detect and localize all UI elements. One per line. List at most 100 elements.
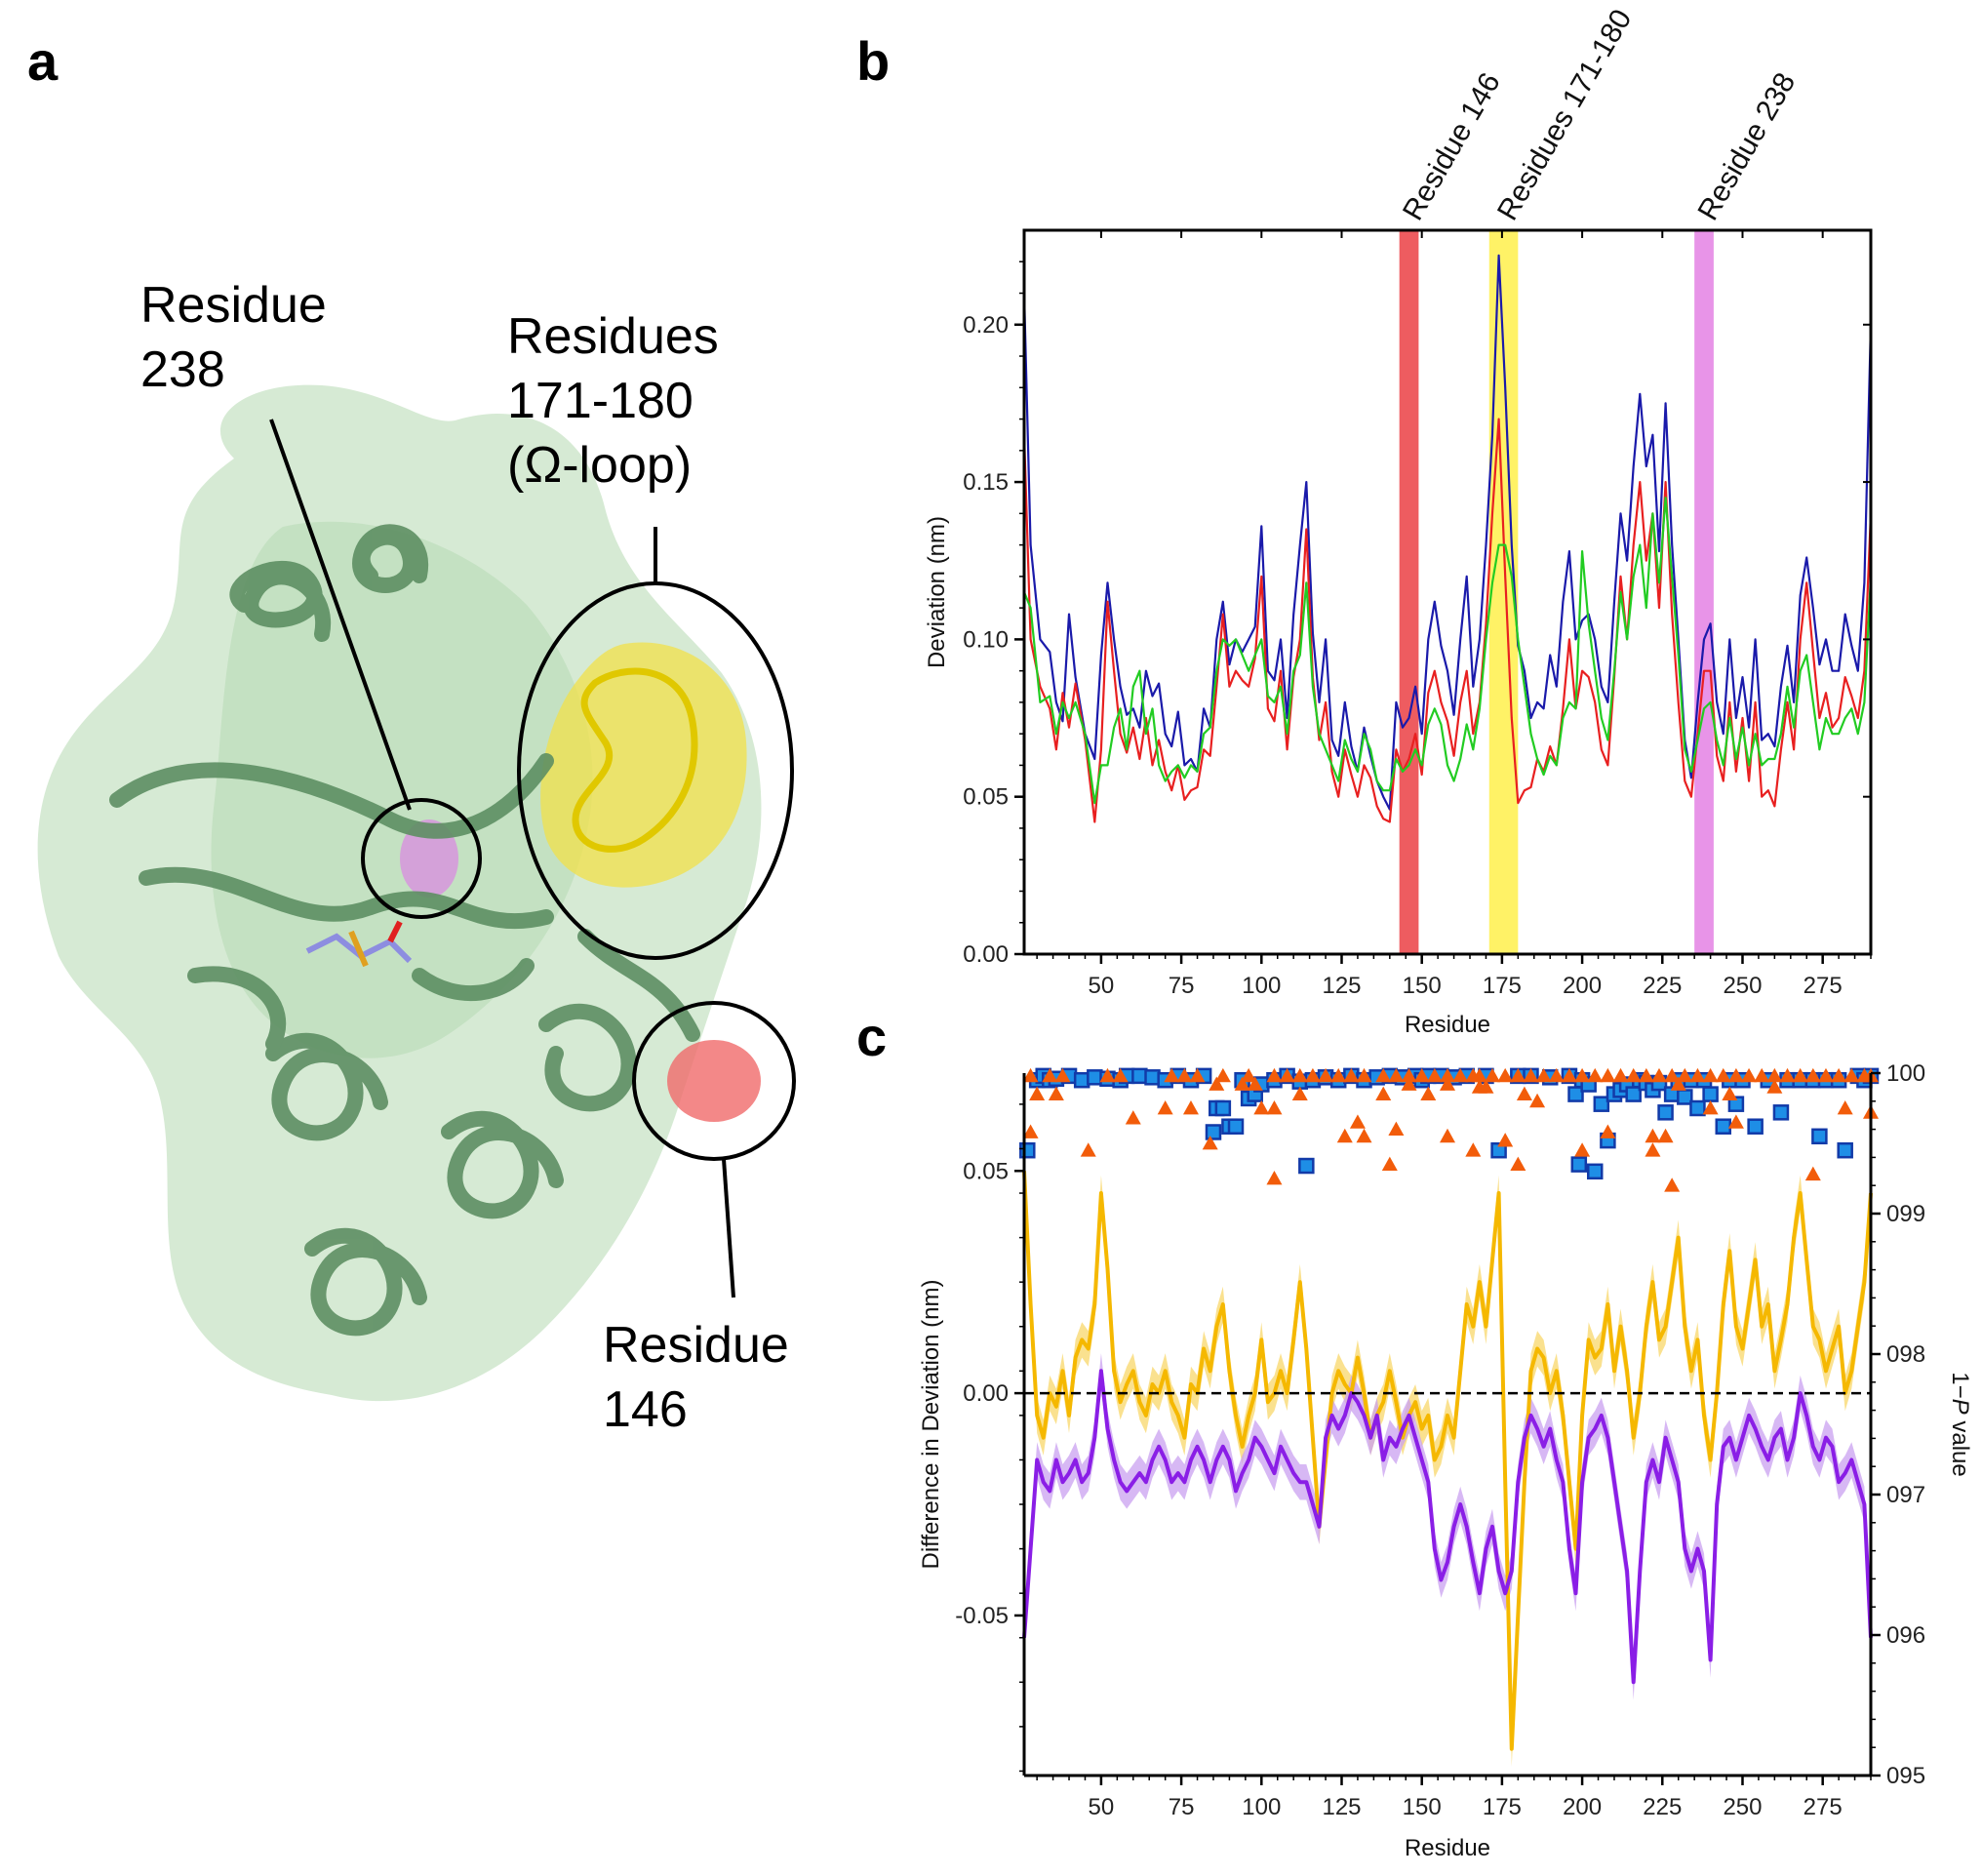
triangle-marker: [1766, 1067, 1783, 1083]
deviation-chart: 50 75 100 125 150 175 200 225 250 275 0.00 0.05 0.10…: [924, 4, 1873, 1038]
triangle-marker: [1247, 1076, 1263, 1091]
triangle-marker: [1279, 1067, 1295, 1083]
omega-label-line3: (Ω-loop): [507, 437, 692, 494]
triangle-marker: [1125, 1110, 1141, 1125]
triangle-marker: [1318, 1067, 1334, 1083]
y-tick-label: 0.05: [963, 784, 1009, 811]
triangle-marker: [1304, 1067, 1321, 1083]
panel-label-b: b: [856, 30, 890, 92]
square-marker: [1227, 1118, 1245, 1135]
square-marker: [1019, 1141, 1036, 1159]
square-marker: [1772, 1104, 1790, 1121]
triangle-marker: [1356, 1067, 1372, 1083]
x-tick-label: 200: [1563, 973, 1602, 999]
triangle-marker: [1664, 1067, 1681, 1083]
triangle-marker: [1401, 1076, 1417, 1091]
square-marker: [1205, 1124, 1222, 1140]
triangle-marker: [1253, 1100, 1270, 1115]
triangle-marker: [1804, 1166, 1821, 1181]
triangle-marker: [1804, 1067, 1821, 1083]
x-tick-label: 75: [1169, 973, 1195, 999]
res146-surface: [667, 1040, 761, 1122]
triangle-marker: [1670, 1076, 1686, 1091]
x-tick-label: 75: [1169, 1794, 1195, 1820]
triangle-marker: [1164, 1067, 1180, 1083]
series-line: [1022, 1369, 1873, 1685]
triangle-marker: [1349, 1114, 1366, 1129]
y2-tick-label: 100: [1886, 1060, 1925, 1087]
res146-label-line2: 146: [603, 1381, 688, 1438]
triangle-marker: [1677, 1067, 1693, 1083]
triangle-marker: [1651, 1067, 1667, 1083]
triangle-marker: [1022, 1067, 1039, 1083]
x-tick-label: 50: [1089, 973, 1115, 999]
x-tick-label: 125: [1322, 1794, 1361, 1820]
triangle-marker: [1574, 1142, 1591, 1157]
deviation-chart-ylabel: Deviation (nm): [924, 516, 950, 668]
triangle-marker: [1574, 1067, 1591, 1083]
triangle-marker: [1523, 1067, 1539, 1083]
triangle-marker: [1600, 1124, 1616, 1138]
square-marker: [1567, 1086, 1584, 1102]
square-marker: [1593, 1096, 1610, 1112]
y2-tick-label: 099: [1886, 1201, 1925, 1227]
square-marker: [1677, 1089, 1693, 1105]
difference-chart: 50 75 100 125 150 175 200 225 250 275 -0.05 0.00 0.0…: [918, 1060, 1973, 1861]
deviation-chart-xlabel: Residue: [1405, 1012, 1490, 1038]
triangle-marker: [1638, 1067, 1654, 1083]
y-tick-label: 0.15: [963, 469, 1009, 496]
triangle-marker: [1535, 1067, 1552, 1083]
x-tick-label: 225: [1643, 1794, 1682, 1820]
protein-structure-illustration: [37, 384, 762, 1402]
triangle-marker: [1600, 1067, 1616, 1083]
square-marker: [1811, 1128, 1828, 1145]
x-tick-label: 225: [1643, 973, 1682, 999]
res146-leader: [722, 1158, 735, 1298]
triangle-marker: [1471, 1067, 1487, 1083]
series-line: [1022, 254, 1873, 811]
square-marker: [1131, 1067, 1148, 1085]
triangle-marker: [1702, 1100, 1719, 1115]
triangle-marker: [1478, 1079, 1494, 1094]
triangle-marker: [1381, 1156, 1398, 1171]
triangle-marker: [1189, 1067, 1206, 1083]
triangle-marker: [1645, 1128, 1661, 1143]
triangle-marker: [1440, 1067, 1455, 1083]
triangle-marker: [1497, 1133, 1514, 1147]
triangle-marker: [1843, 1067, 1860, 1083]
triangle-marker: [1440, 1076, 1455, 1091]
y-tick-label: 0.00: [963, 1380, 1009, 1407]
square-marker: [1689, 1099, 1706, 1117]
triangle-marker: [1587, 1067, 1604, 1083]
square-marker: [1715, 1118, 1732, 1135]
triangle-marker: [1042, 1067, 1058, 1083]
x-tick-label: 100: [1242, 1794, 1281, 1820]
triangle-marker: [1356, 1128, 1372, 1143]
triangle-marker: [1465, 1142, 1482, 1157]
triangle-marker: [1702, 1067, 1719, 1083]
triangle-marker: [1080, 1142, 1096, 1157]
square-marker: [1586, 1163, 1604, 1180]
square-marker: [1490, 1141, 1507, 1159]
difference-chart-y2label: 1−P value: [1947, 1372, 1973, 1476]
triangle-marker: [1625, 1067, 1642, 1083]
triangle-marker: [1048, 1086, 1064, 1100]
x-tick-label: 175: [1483, 973, 1522, 999]
y-tick-label: 0.00: [963, 941, 1009, 968]
res238-surface: [400, 819, 458, 898]
triangle-marker: [1722, 1086, 1738, 1100]
square-marker: [1837, 1141, 1853, 1159]
triangle-marker: [1157, 1100, 1173, 1115]
triangle-marker: [1727, 1114, 1744, 1129]
x-tick-label: 250: [1723, 973, 1762, 999]
omega-label-line1: Residues: [507, 308, 719, 365]
triangle-marker: [1440, 1128, 1455, 1143]
x-tick-label: 150: [1403, 1794, 1442, 1820]
y2label-italic: P: [1947, 1399, 1973, 1415]
omega-loop-cartoon: [572, 667, 698, 853]
res238-leader: [269, 419, 412, 811]
square-marker: [1657, 1104, 1674, 1121]
series-line: [1022, 1171, 1873, 1751]
square-marker: [1747, 1118, 1764, 1135]
